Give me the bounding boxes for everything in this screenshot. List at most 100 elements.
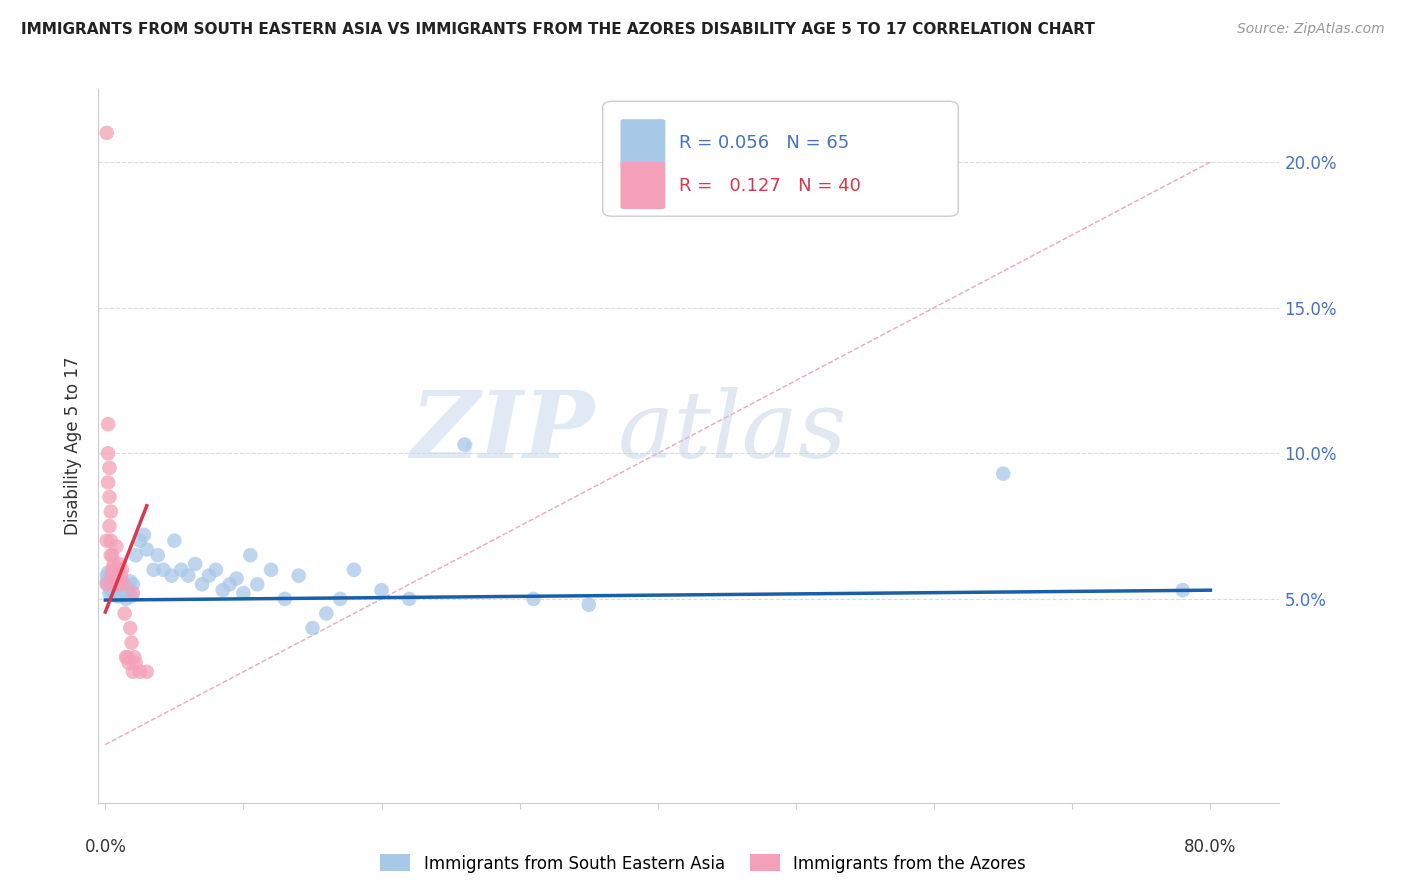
Point bbox=[104, 574, 127, 589]
Point bbox=[260, 563, 283, 577]
Point bbox=[125, 548, 148, 562]
Point bbox=[97, 446, 120, 460]
Point bbox=[111, 574, 134, 589]
Point bbox=[101, 563, 124, 577]
Point bbox=[232, 586, 254, 600]
Point bbox=[103, 586, 125, 600]
Point bbox=[96, 577, 118, 591]
Point bbox=[146, 548, 169, 562]
Point bbox=[112, 577, 135, 591]
Point bbox=[103, 557, 125, 571]
Point bbox=[117, 650, 139, 665]
Point bbox=[120, 574, 142, 589]
Point bbox=[105, 589, 128, 603]
Point bbox=[100, 568, 122, 582]
Point bbox=[104, 583, 127, 598]
Point bbox=[239, 548, 262, 562]
Point bbox=[101, 548, 124, 562]
FancyBboxPatch shape bbox=[603, 102, 959, 216]
Point bbox=[98, 572, 121, 586]
Point bbox=[97, 475, 120, 490]
Point bbox=[578, 598, 600, 612]
Point bbox=[177, 568, 200, 582]
Point bbox=[105, 577, 128, 591]
Point bbox=[343, 563, 366, 577]
Point bbox=[1171, 583, 1194, 598]
Point bbox=[218, 577, 240, 591]
Point bbox=[101, 568, 124, 582]
Text: 80.0%: 80.0% bbox=[1184, 838, 1237, 855]
Point bbox=[329, 591, 352, 606]
Point bbox=[103, 577, 125, 591]
Point bbox=[107, 586, 129, 600]
Point bbox=[98, 519, 121, 533]
Point bbox=[114, 607, 136, 621]
Point bbox=[225, 572, 247, 586]
Point bbox=[315, 607, 337, 621]
Y-axis label: Disability Age 5 to 17: Disability Age 5 to 17 bbox=[65, 357, 83, 535]
Point bbox=[993, 467, 1015, 481]
Point bbox=[125, 656, 148, 670]
Point bbox=[108, 577, 131, 591]
Point bbox=[108, 589, 131, 603]
Point bbox=[132, 528, 155, 542]
Point bbox=[142, 563, 165, 577]
Point bbox=[100, 533, 122, 548]
Point bbox=[120, 621, 142, 635]
Point bbox=[170, 563, 193, 577]
Point bbox=[118, 586, 141, 600]
Text: 0.0%: 0.0% bbox=[84, 838, 127, 855]
Point bbox=[287, 568, 309, 582]
Point bbox=[110, 586, 132, 600]
Point bbox=[98, 586, 121, 600]
Point bbox=[160, 568, 183, 582]
Point bbox=[97, 566, 120, 580]
Point bbox=[105, 540, 128, 554]
Point bbox=[100, 504, 122, 518]
Point bbox=[98, 460, 121, 475]
Point bbox=[97, 417, 120, 432]
Point bbox=[100, 548, 122, 562]
Text: R = 0.056   N = 65: R = 0.056 N = 65 bbox=[679, 134, 849, 152]
Point bbox=[163, 533, 186, 548]
Point bbox=[103, 577, 125, 591]
Point bbox=[112, 589, 135, 603]
Point bbox=[107, 574, 129, 589]
Point bbox=[370, 583, 392, 598]
Point bbox=[97, 577, 120, 591]
Text: R =   0.127   N = 40: R = 0.127 N = 40 bbox=[679, 177, 862, 194]
Point bbox=[108, 574, 131, 589]
Text: Source: ZipAtlas.com: Source: ZipAtlas.com bbox=[1237, 22, 1385, 37]
Point bbox=[191, 577, 214, 591]
Point bbox=[96, 533, 118, 548]
Text: ZIP: ZIP bbox=[411, 387, 595, 476]
Point bbox=[522, 591, 544, 606]
Point bbox=[184, 557, 207, 571]
Point bbox=[115, 591, 138, 606]
Point bbox=[198, 568, 221, 582]
Point bbox=[453, 437, 475, 451]
Point bbox=[122, 665, 145, 679]
Point bbox=[398, 591, 420, 606]
Point bbox=[100, 583, 122, 598]
Point bbox=[205, 563, 228, 577]
Point bbox=[111, 563, 134, 577]
Text: atlas: atlas bbox=[619, 387, 848, 476]
Point bbox=[104, 563, 127, 577]
Point bbox=[135, 542, 157, 557]
Point bbox=[101, 572, 124, 586]
Point bbox=[101, 580, 124, 594]
Point bbox=[115, 650, 138, 665]
Point bbox=[108, 557, 131, 571]
Point bbox=[274, 591, 297, 606]
FancyBboxPatch shape bbox=[620, 162, 665, 209]
Point bbox=[107, 577, 129, 591]
Point bbox=[121, 635, 143, 649]
Point bbox=[121, 589, 143, 603]
Text: IMMIGRANTS FROM SOUTH EASTERN ASIA VS IMMIGRANTS FROM THE AZORES DISABILITY AGE : IMMIGRANTS FROM SOUTH EASTERN ASIA VS IM… bbox=[21, 22, 1095, 37]
Point bbox=[117, 580, 139, 594]
Point bbox=[96, 568, 118, 582]
Point bbox=[98, 490, 121, 504]
Point bbox=[105, 577, 128, 591]
FancyBboxPatch shape bbox=[620, 120, 665, 166]
